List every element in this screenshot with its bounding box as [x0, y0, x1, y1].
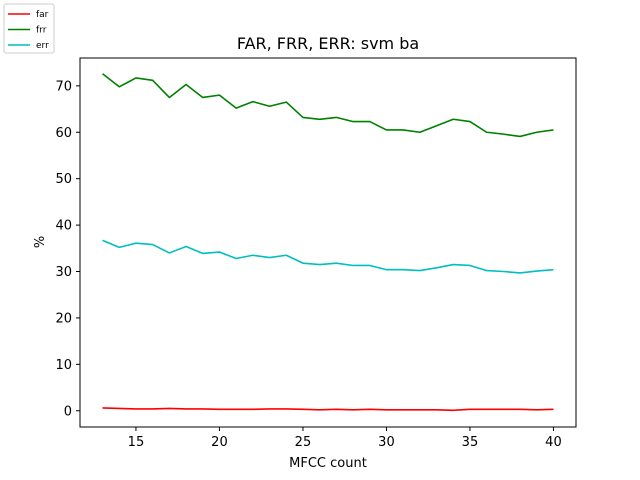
y-axis-label: %: [33, 236, 48, 248]
series-line-err: [102, 239, 554, 274]
plot-lines: [102, 73, 554, 412]
y-tick-label: 70: [55, 79, 72, 94]
y-tick-label: 0: [64, 404, 72, 419]
y-tick-label: 50: [55, 172, 72, 187]
x-tick-label: 15: [128, 435, 145, 450]
legend-label-frr: frr: [36, 26, 47, 36]
x-tick-label: 20: [211, 435, 228, 450]
x-tick-label: 35: [462, 435, 479, 450]
y-tick-label: 40: [55, 219, 72, 234]
legend: far frr err: [3, 3, 55, 54]
x-axis-ticks: 15 20 25 30 35 40: [128, 427, 562, 450]
chart-title: FAR, FRR, ERR: svm ba: [237, 34, 419, 53]
legend-label-far: far: [36, 10, 49, 20]
series-line-frr: [102, 73, 554, 138]
legend-frame: [3, 3, 55, 54]
x-tick-label: 40: [545, 435, 562, 450]
x-axis-label: MFCC count: [289, 456, 367, 471]
series-line-far: [102, 407, 554, 412]
y-axis-ticks: 0 10 20 30 40 50 60 70: [55, 79, 80, 419]
y-tick-label: 30: [55, 265, 72, 280]
x-tick-label: 25: [295, 435, 312, 450]
y-tick-label: 20: [55, 311, 72, 326]
x-tick-label: 30: [378, 435, 395, 450]
y-tick-label: 10: [55, 358, 72, 373]
plot-frame: [79, 57, 577, 428]
y-tick-label: 60: [55, 126, 72, 141]
legend-label-err: err: [36, 41, 49, 51]
